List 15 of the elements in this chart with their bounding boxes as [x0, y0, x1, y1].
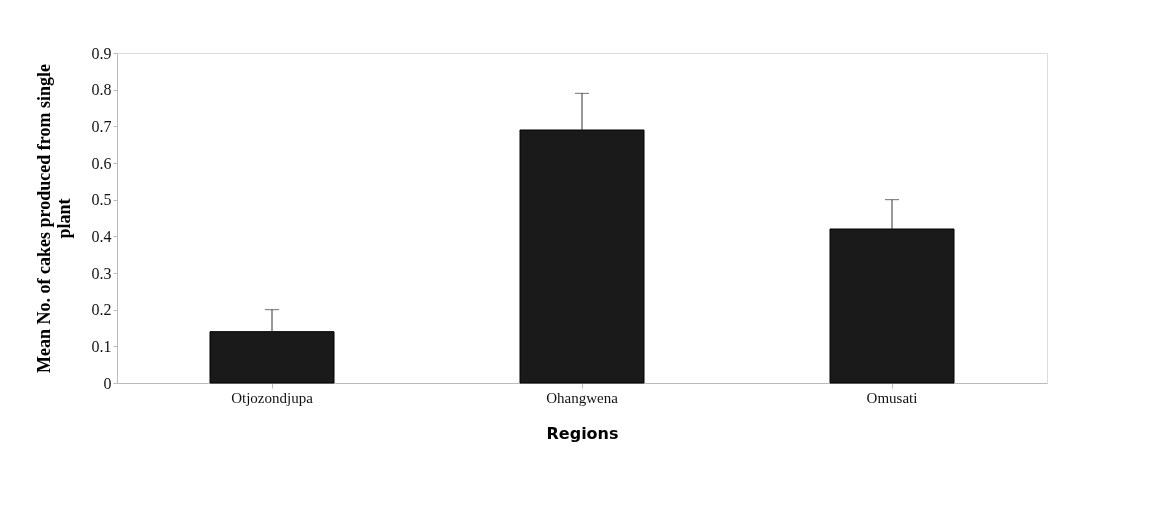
x-tick-label: Ohangwena — [546, 389, 619, 406]
x-axis-title: Regions — [546, 423, 619, 443]
y-tick-label: 0.2 — [91, 301, 112, 319]
y-tick-label: 0.3 — [91, 264, 112, 282]
x-tick-label: Otjozondjupa — [231, 389, 314, 406]
y-tick-label: 0.8 — [91, 81, 112, 99]
y-tick-label: 0.6 — [91, 154, 112, 172]
y-tick-label: 0.4 — [91, 227, 112, 245]
y-tick-label: 0.5 — [91, 191, 112, 209]
x-tick-label: Omusati — [866, 389, 918, 406]
y-tick-label: 0 — [103, 374, 112, 392]
y-tick-label: 0.7 — [91, 117, 112, 135]
y-axis-title: Mean No. of cakes produced from single plant — [33, 64, 74, 373]
y-tick-label: 0.1 — [91, 337, 112, 355]
y-tick-label: 0.9 — [91, 44, 112, 62]
